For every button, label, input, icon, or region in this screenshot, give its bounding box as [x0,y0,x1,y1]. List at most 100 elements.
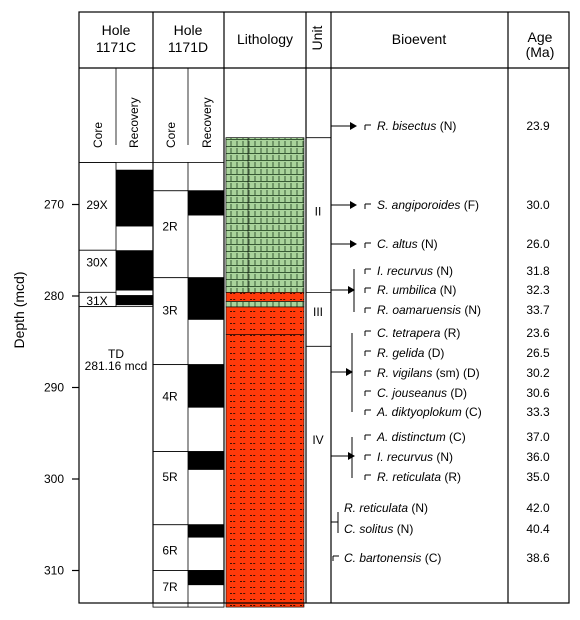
bioevent-10: C. jouseanus (D) [377,386,467,400]
bioevent-age-16: 40.4 [526,522,550,536]
hole-1171d-core-label-7r: 7R [162,580,178,594]
hole-1171d-recovery-subheader: Recovery [200,97,214,148]
bioevent-12: A. distinctum (C) [376,430,466,444]
hole-1171c-core-label-29x: 29X [86,198,107,212]
hole-1171c-recovery-subheader: Recovery [127,97,141,148]
hole-1171c-header-line1: Hole [102,22,131,38]
hole-1171d-core-box-1 [152,162,225,192]
hole-1171d-recovery-2 [188,277,224,320]
bioevent-age-5: 32.3 [526,283,550,297]
bioevent-group-8: (D) [428,346,445,360]
bioevent-name-11: A. diktyoplokum [376,405,465,419]
lithology-layer-2 [225,292,305,302]
bioevent-name-12: A. distinctum [376,430,449,444]
unit-label-II: II [315,204,322,218]
hole-1171c-core-subheader: Core [91,122,105,148]
bioevent-16: C. solitus (N) [344,522,413,536]
bioevent-1: R. bisectus (N) [377,119,456,133]
td-label: TD [108,347,124,361]
bioevent-15: R. reticulata (N) [344,501,428,515]
bioevent-7: C. tetrapera (R) [377,326,460,340]
bioevent-group-14: (R) [444,470,461,484]
hole-1171c-core-29X [78,162,117,251]
bioevent-3: C. altus (N) [377,237,438,251]
hole-1171d-core-label-4r: 4R [162,390,178,404]
bioevent-group-9: (sm) (D) [436,366,480,380]
hole-1171c-core-label-30x: 30X [86,256,107,270]
bioevent-group-12: (C) [449,430,466,444]
bioevent-group-11: (C) [465,405,482,419]
bioevent-11: A. diktyoplokum (C) [376,405,482,419]
hole-1171c-recovery-3 [116,295,153,306]
hole-1171d-header-line1: Hole [174,22,203,38]
bioevent-17: C. bartonensis (C) [344,551,441,565]
hole-1171c-core-label-31x: 31X [86,294,107,308]
hole-1171c-recovery-1 [116,169,153,227]
bioevent-age-12: 37.0 [526,430,550,444]
bioevent-4: I. recurvus (N) [377,264,453,278]
bioevent-age-7: 23.6 [526,326,550,340]
hole-1171d-recovery-6 [188,570,224,586]
connector-arrow-2 [350,201,357,209]
bioevent-name-2: S. angiporoides [377,198,464,212]
connector-arrow-1 [350,122,357,130]
bioevent-name-6: R. oamaruensis [377,303,464,317]
bioevent-name-17: C. bartonensis [344,551,425,565]
bioevent-group-7: (R) [444,326,461,340]
bioevent-age-6: 33.7 [526,303,550,317]
unit-header: Unit [309,25,325,50]
hole-1171d-recovery-5 [188,524,224,538]
td-depth-label: 281.16 mcd [85,359,148,373]
lithology-layer-5 [225,334,305,608]
bioevent-group-13: (N) [436,450,453,464]
bioevent-name-1: R. bisectus [377,119,440,133]
hole-1171d-recovery-4 [188,451,224,470]
bioevent-9: R. vigilans (sm) (D) [377,366,480,380]
bioevent-name-5: R. umbilica [377,283,440,297]
hole-1171d-header-line2: 1171D [168,39,208,55]
bioevent-group-6: (N) [464,303,481,317]
bioevent-age-3: 26.0 [526,237,550,251]
bioevent-name-3: C. altus [377,237,421,251]
bioevent-13: I. recurvus (N) [377,450,453,464]
frame-lines [78,11,570,604]
bioevent-age-11: 33.3 [526,405,550,419]
depth-tick-label-310: 310 [44,564,64,578]
hole-1171c-header-line2: 1171C [96,39,136,55]
bioevent-age-14: 35.0 [526,470,550,484]
bioevent-group-1: (N) [440,119,457,133]
hole-1171d-core-label-5r: 5R [162,470,178,484]
bioevent-header: Bioevent [392,31,447,47]
bioevent-group-10: (D) [450,386,467,400]
lithology-left-strip [225,137,249,293]
unit-label-III: III [313,305,323,319]
bioevent-age-15: 42.0 [526,501,550,515]
bioevent-group-2: (F) [464,198,479,212]
bioevent-name-14: R. reticulata [377,470,444,484]
bioevent-group-16: (N) [397,522,414,536]
bioevent-14: R. reticulata (R) [377,470,461,484]
bioevent-age-10: 30.6 [526,386,550,400]
bioevent-age-8: 26.5 [526,346,550,360]
depth-tick-label-290: 290 [44,381,64,395]
bioevent-group-15: (N) [411,501,428,515]
bracket-group-2-arrow [346,368,353,376]
lithology-layer-4 [225,306,305,335]
bioevent-group-3: (N) [421,237,438,251]
bioevent-age-13: 36.0 [526,450,550,464]
column-headers: Hole 1171C Hole 1171D Lithology Unit Bio… [96,22,555,60]
bioevent-6: R. oamaruensis (N) [377,303,481,317]
bioevent-age-17: 38.6 [526,551,550,565]
hole-1171d-core-label-3r: 3R [162,304,178,318]
hole-1171c-recovery-2 [116,250,153,291]
bioevent-name-4: I. recurvus [377,264,436,278]
age-header-line2: (Ma) [526,44,555,60]
bracket-group-3-arrow [348,452,355,460]
connector-arrow-3 [350,240,357,248]
lithology-column [225,137,305,608]
bracket-group-1-arrow [348,286,355,294]
bioevent-age-9: 30.2 [526,366,550,380]
